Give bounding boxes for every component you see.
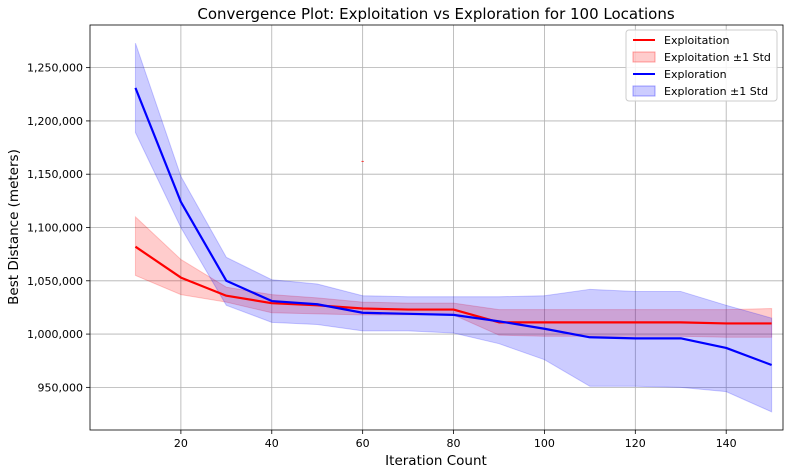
chart-title: Convergence Plot: Exploitation vs Explor… bbox=[197, 5, 674, 23]
y-tick-label: 950,000 bbox=[38, 381, 84, 394]
y-tick-label: 1,100,000 bbox=[27, 222, 83, 235]
legend-box bbox=[625, 29, 778, 102]
exploration-std-band bbox=[134, 42, 773, 413]
legend-exploration-label: Exploration bbox=[664, 68, 727, 81]
legend-exploitation-band-swatch bbox=[632, 51, 656, 63]
exploitation-line bbox=[134, 245, 772, 325]
y-tick-label: 1,200,000 bbox=[27, 115, 83, 128]
legend-exploration-band-swatch bbox=[632, 85, 656, 97]
y-tick-label: 1,150,000 bbox=[27, 168, 83, 181]
y-tick-label: 1,050,000 bbox=[27, 275, 83, 288]
y-tick-label: 1,250,000 bbox=[27, 62, 83, 75]
annotation-mark: - bbox=[361, 156, 364, 166]
std-bands bbox=[134, 42, 773, 413]
legend-exploration-band-label: Exploration ±1 Std bbox=[664, 85, 768, 98]
x-tick-label: 140 bbox=[716, 437, 737, 450]
y-axis-label: Best Distance (meters) bbox=[6, 149, 22, 305]
x-axis-ticks: 20 40 60 80 100 120 140 bbox=[174, 430, 737, 450]
legend-exploitation-band-label: Exploitation ±1 Std bbox=[664, 51, 771, 64]
x-tick-label: 80 bbox=[447, 437, 461, 450]
exploitation-std-band bbox=[134, 215, 773, 338]
annotations: - bbox=[361, 156, 364, 166]
series-lines bbox=[134, 87, 773, 367]
y-axis-ticks: 950,000 1,000,000 1,050,000 1,100,000 1,150,… bbox=[27, 62, 90, 394]
y-tick-label: 1,000,000 bbox=[27, 328, 83, 341]
x-tick-label: 120 bbox=[625, 437, 646, 450]
x-axis-label: Iteration Count bbox=[385, 453, 487, 469]
legend: Exploitation Exploitation ±1 Std Explorati… bbox=[625, 29, 778, 102]
x-tick-label: 100 bbox=[534, 437, 555, 450]
x-tick-label: 60 bbox=[356, 437, 370, 450]
legend-exploitation-label: Exploitation bbox=[664, 34, 729, 47]
x-tick-label: 40 bbox=[265, 437, 279, 450]
exploration-line bbox=[134, 87, 773, 367]
x-tick-label: 20 bbox=[174, 437, 188, 450]
